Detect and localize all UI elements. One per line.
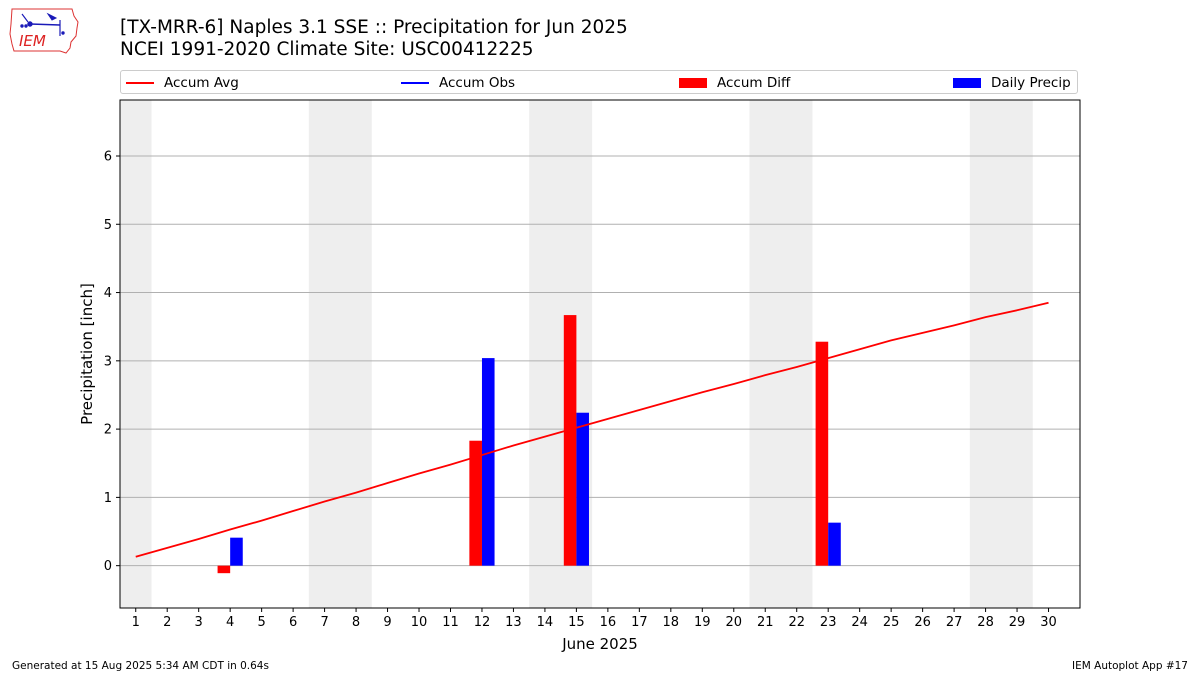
weekend-band [308, 100, 372, 608]
x-tick-label: 9 [383, 615, 391, 630]
x-tick-label: 3 [195, 615, 203, 630]
weather-station-icon [20, 12, 65, 36]
y-tick-label: 6 [104, 149, 112, 164]
legend-swatch-daily-precip [953, 78, 981, 88]
x-tick-label: 28 [977, 615, 994, 630]
legend-item-accum-obs: Accum Obs [401, 74, 515, 92]
x-tick-label: 14 [537, 615, 554, 630]
x-tick-label: 21 [757, 615, 774, 630]
bar-series [217, 315, 841, 574]
x-tick-label: 26 [914, 615, 931, 630]
chart-subtitle: NCEI 1991-2020 Climate Site: USC00412225 [120, 39, 534, 60]
x-tick-label: 30 [1040, 615, 1057, 630]
y-tick-label: 1 [104, 491, 112, 506]
daily-precip-bar [576, 412, 589, 566]
accum-diff-bar [469, 440, 482, 566]
x-tick-label: 7 [320, 615, 328, 630]
y-tick-label: 0 [104, 559, 112, 574]
x-tick-label: 2 [163, 615, 171, 630]
plot-frame [119, 99, 1081, 609]
x-tick-label: 5 [257, 615, 265, 630]
x-tick-label: 4 [226, 615, 234, 630]
x-tick-label: 23 [820, 615, 837, 630]
x-tick-label: 19 [694, 615, 711, 630]
x-tick-label: 1 [132, 615, 140, 630]
iem-logo: IEM [9, 8, 79, 54]
x-tick-label: 22 [788, 615, 805, 630]
x-tick-label: 12 [474, 615, 491, 630]
y-tick-label: 4 [104, 286, 112, 301]
x-tick-label: 17 [631, 615, 648, 630]
y-axis-ticks: 0 1 2 3 4 5 6 [104, 149, 120, 574]
y-tick-label: 3 [104, 354, 112, 369]
app-credit: IEM Autoplot App #17 [1072, 660, 1188, 672]
x-tick-label: 6 [289, 615, 297, 630]
accum-diff-bar [217, 565, 231, 574]
y-tick-label: 5 [104, 218, 112, 233]
x-axis-ticks: 1 2 3 4 5 6 7 8 9 10 11 12 13 14 15 16 17 18 19 20 21 22 23 24 2… [132, 608, 1057, 630]
accum-diff-bar [815, 341, 829, 566]
x-tick-label: 20 [725, 615, 742, 630]
x-tick-label: 18 [663, 615, 680, 630]
legend-item-accum-diff: Accum Diff [679, 74, 790, 92]
x-tick-label: 24 [851, 615, 868, 630]
chart-title: [TX-MRR-6] Naples 3.1 SSE :: Precipitati… [120, 17, 628, 38]
x-tick-label: 15 [568, 615, 585, 630]
legend-label-accum-diff: Accum Diff [717, 75, 791, 91]
daily-precip-bar [230, 537, 243, 566]
x-axis-label: June 2025 [561, 635, 638, 653]
x-tick-label: 27 [946, 615, 963, 630]
weekend-band [120, 100, 152, 608]
x-tick-label: 25 [883, 615, 900, 630]
daily-precip-bar [481, 358, 495, 566]
legend-swatch-accum-diff [679, 78, 707, 88]
legend-label-accum-obs: Accum Obs [439, 75, 516, 91]
legend-label-daily-precip: Daily Precip [991, 75, 1071, 91]
y-tick-label: 2 [104, 423, 112, 438]
accum-diff-bar [563, 315, 577, 566]
x-tick-label: 11 [442, 615, 459, 630]
accum-avg-line [135, 301, 1049, 558]
y-gridlines [120, 155, 1080, 567]
line-series [135, 301, 1049, 558]
legend-swatch-accum-obs [401, 82, 429, 84]
daily-precip-bar [828, 522, 841, 566]
x-tick-label: 8 [352, 615, 360, 630]
chart-legend: Accum Avg Accum Obs Accum Diff Daily Pre… [120, 70, 1078, 94]
x-tick-label: 13 [505, 615, 522, 630]
legend-label-accum-avg: Accum Avg [164, 75, 239, 91]
legend-swatch-accum-avg [126, 82, 154, 84]
weekend-band [969, 100, 1033, 608]
logo-text: IEM [19, 32, 46, 50]
x-tick-label: 10 [411, 615, 428, 630]
generated-timestamp: Generated at 15 Aug 2025 5:34 AM CDT in … [12, 660, 269, 672]
weekend-band [749, 100, 813, 608]
x-tick-label: 16 [600, 615, 617, 630]
legend-item-accum-avg: Accum Avg [126, 74, 239, 92]
weekend-shading [120, 100, 1033, 608]
y-axis-label: Precipitation [inch] [78, 283, 96, 425]
x-tick-label: 29 [1009, 615, 1026, 630]
legend-item-daily-precip: Daily Precip [953, 74, 1071, 92]
